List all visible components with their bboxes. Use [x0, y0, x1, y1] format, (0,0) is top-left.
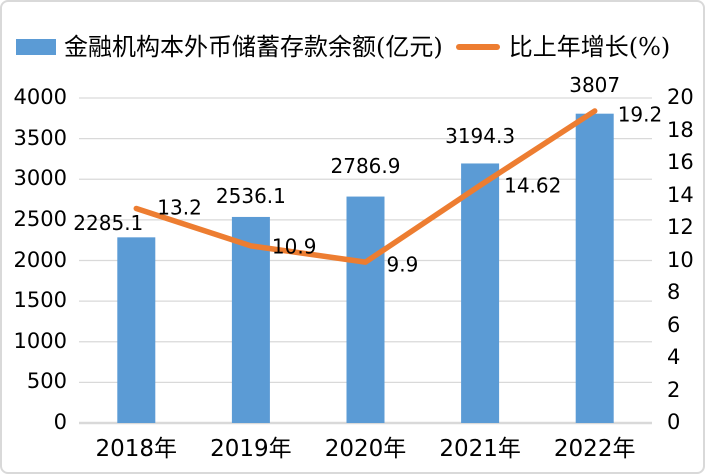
y-axis-right-tick: 0	[667, 410, 681, 434]
y-axis-right-tick: 10	[667, 247, 694, 272]
y-axis-right-tick: 20	[667, 85, 694, 109]
y-axis-left-tick: 1000	[13, 328, 67, 353]
bar-series-swatch-icon	[16, 39, 56, 55]
y-axis-right-tick: 8	[667, 280, 681, 304]
line-data-label: 13.2	[157, 195, 202, 219]
x-axis-category-label: 2018年	[95, 436, 178, 462]
y-axis-right-tick: 18	[667, 117, 694, 142]
y-axis-right-tick: 12	[667, 215, 694, 239]
bar-data-label: 2786.9	[330, 153, 401, 178]
legend: 金融机构本外币储蓄存款余额(亿元) 比上年增长(%)	[16, 30, 699, 64]
legend-line-series-label: 比上年增长(%)	[508, 33, 671, 61]
line-data-label: 9.9	[386, 252, 419, 277]
y-axis-right-tick: 4	[667, 345, 681, 369]
bar-data-label: 3194.3	[445, 124, 516, 149]
y-axis-right-tick: 6	[667, 312, 681, 337]
y-axis-left-tick: 1500	[13, 288, 67, 313]
y-axis-right-tick: 14	[667, 182, 694, 207]
y-axis-left-tick: 2500	[13, 206, 67, 231]
bar-data-label: 2536.1	[215, 183, 286, 208]
legend-bar-series-label: 金融机构本外币储蓄存款余额(亿元)	[64, 33, 443, 61]
x-axis-category-label: 2020年	[324, 436, 407, 462]
x-axis-category-label: 2021年	[439, 436, 521, 462]
bar-2020年	[346, 196, 385, 423]
y-axis-left-tick: 500	[26, 369, 67, 394]
line-series-swatch-icon	[455, 44, 500, 50]
bar-data-label: 3807	[569, 72, 621, 97]
line-data-label: 10.9	[271, 234, 317, 259]
x-axis-category-label: 2019年	[210, 436, 292, 462]
line-data-label: 19.2	[617, 102, 663, 127]
y-axis-left-tick: 3500	[13, 125, 67, 150]
bar-2018年	[117, 237, 156, 423]
growth-line	[133, 108, 598, 265]
line-data-label: 14.62	[504, 173, 562, 198]
x-axis-category-label: 2022年	[553, 436, 636, 462]
bar-2021年	[461, 163, 500, 423]
y-axis-left-tick: 4000	[13, 85, 67, 109]
y-axis-right-tick: 16	[667, 150, 694, 174]
y-axis-left-tick: 3000	[13, 166, 67, 191]
bar-2019年	[231, 216, 270, 423]
y-axis-left-tick: 2000	[13, 247, 67, 272]
bar-2022年	[575, 113, 614, 424]
y-axis-right-tick: 2	[667, 377, 681, 402]
y-axis-left-tick: 0	[53, 410, 67, 434]
bar-data-label: 2285.1	[73, 211, 144, 236]
